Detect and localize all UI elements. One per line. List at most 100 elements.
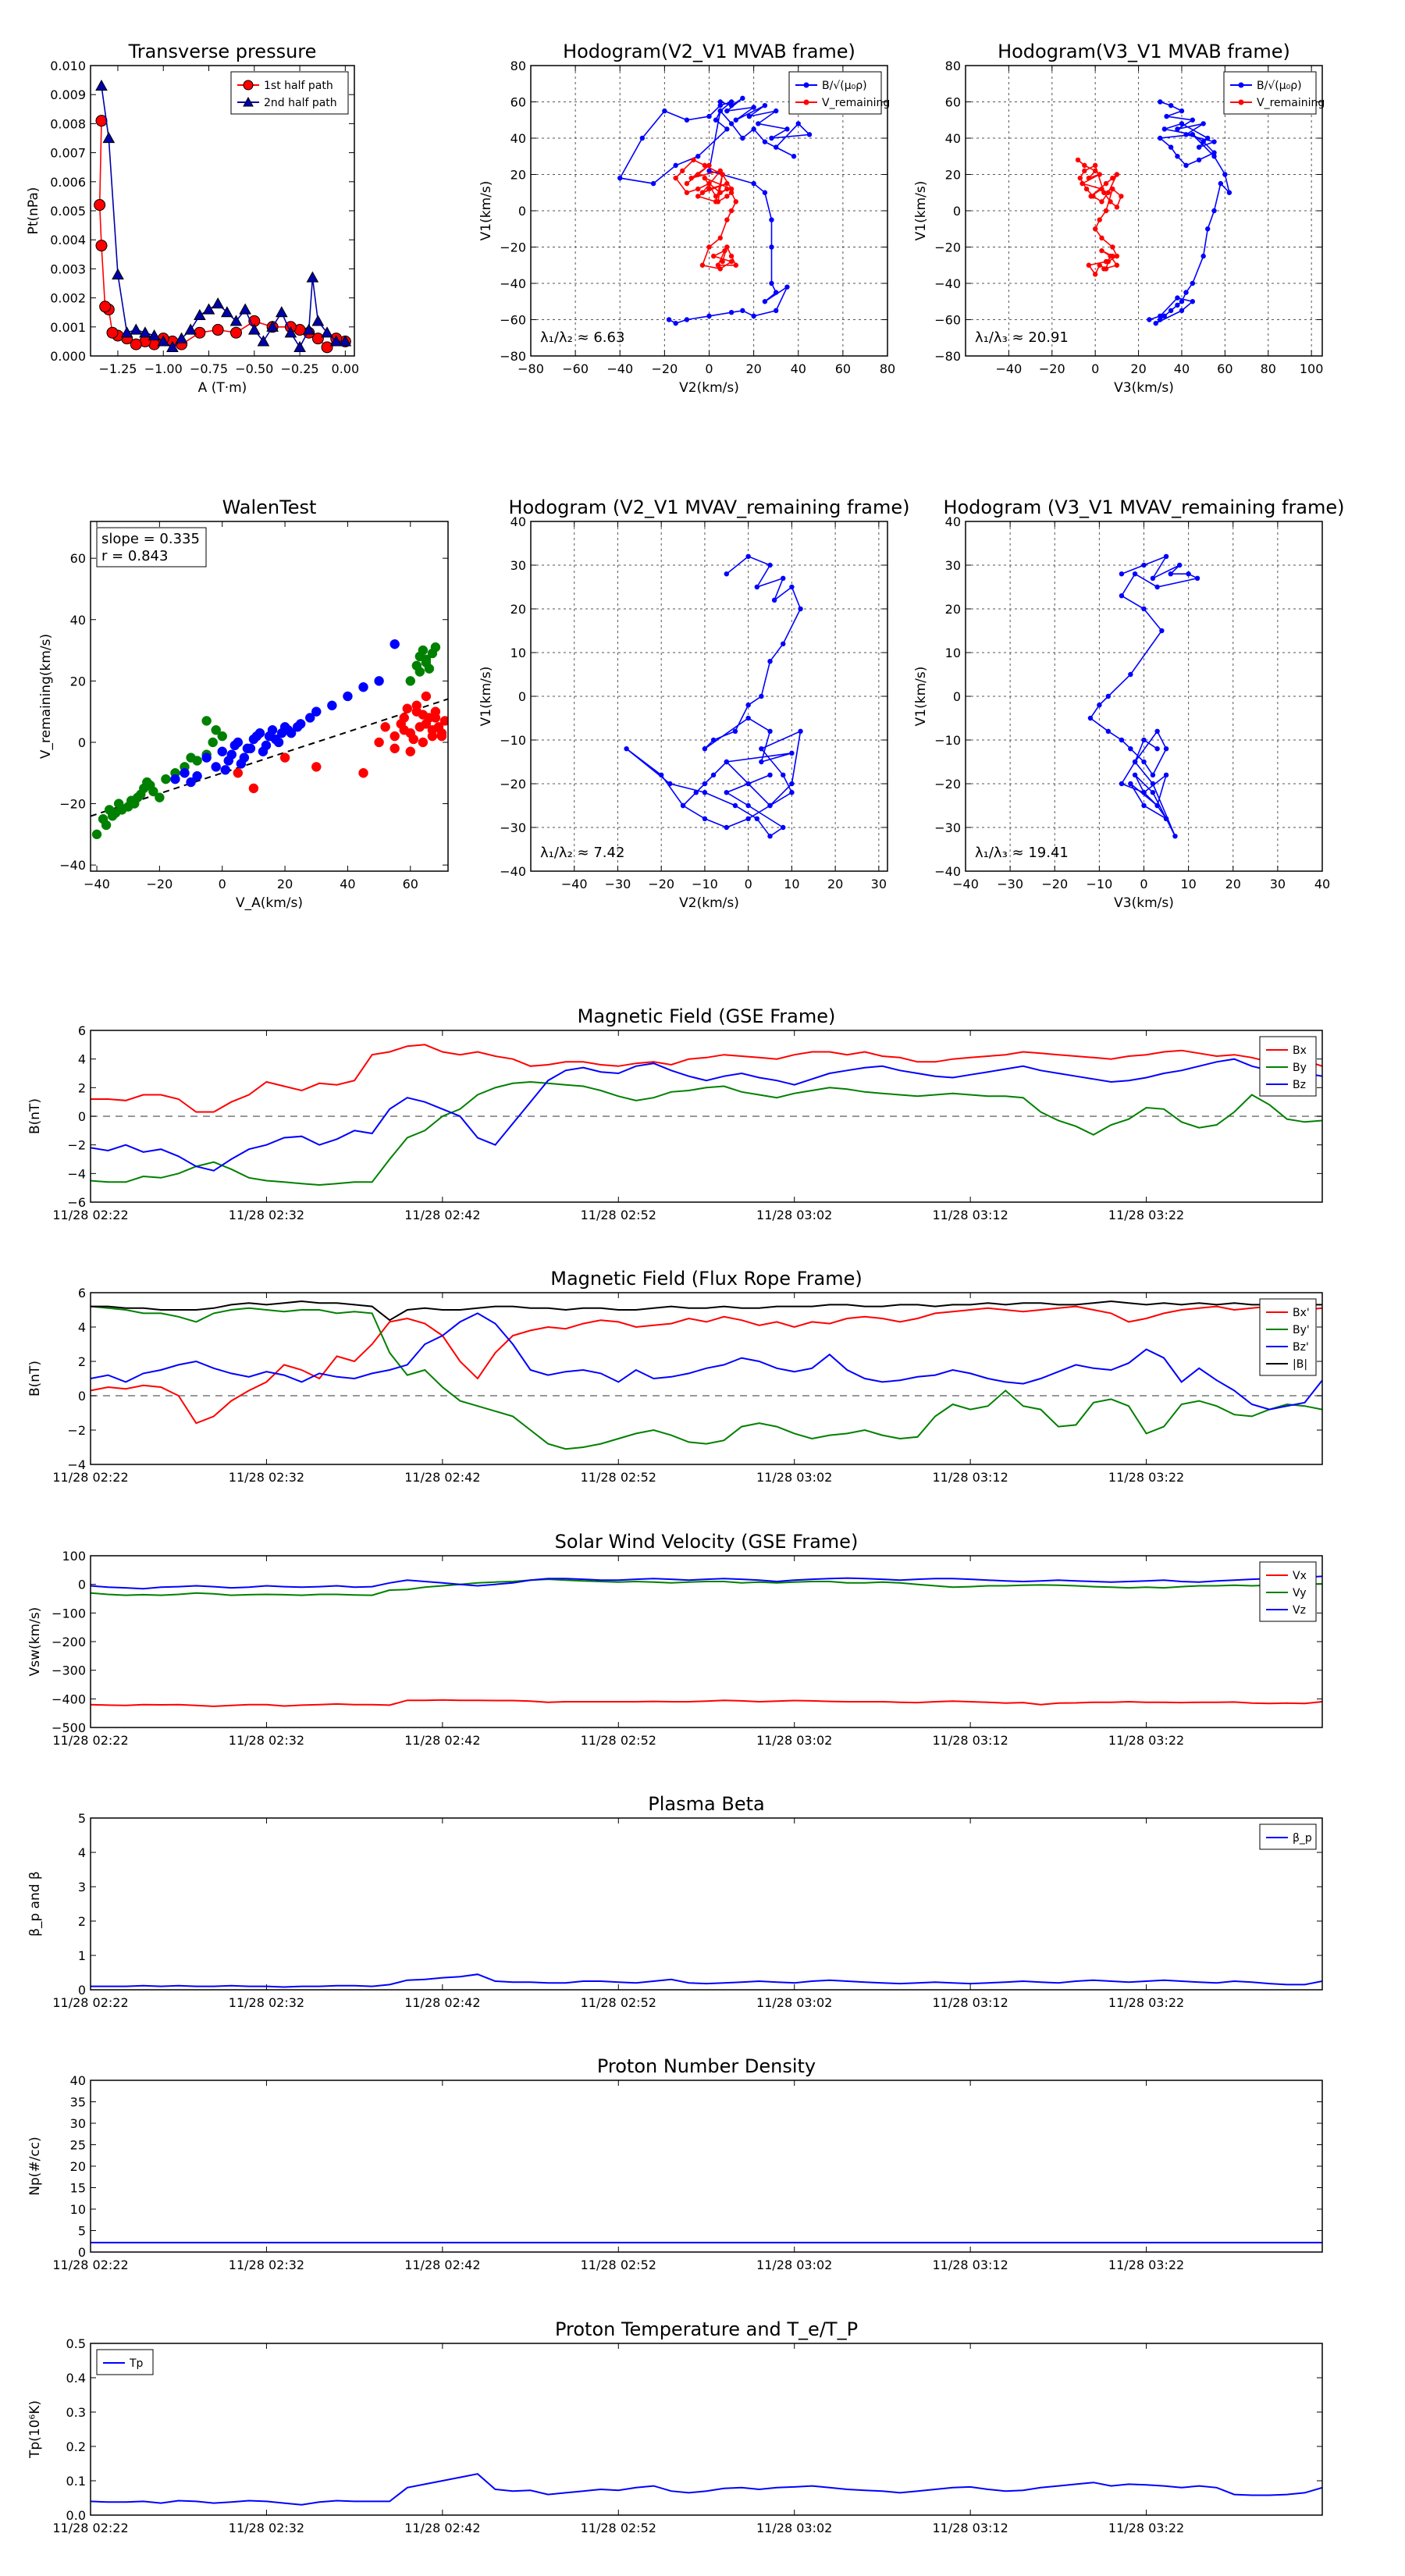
y-tick-label: −80 xyxy=(934,349,961,364)
series-line-1 xyxy=(91,1578,1322,1596)
data-point xyxy=(1211,139,1217,144)
annotation-text: λ₁/λ₂ ≈ 6.63 xyxy=(540,329,624,346)
data-point xyxy=(327,700,337,711)
y-tick-label: −400 xyxy=(52,1692,86,1706)
data-point xyxy=(1190,280,1196,286)
x-tick-label: 11/28 02:42 xyxy=(404,1470,480,1485)
data-point xyxy=(789,781,795,787)
legend: Tp xyxy=(96,2349,154,2375)
series-line-3 xyxy=(91,1300,1322,1322)
legend-label: 1st half path xyxy=(264,80,333,92)
x-tick-label: −10 xyxy=(692,877,718,891)
y-tick-label: 0 xyxy=(78,1389,86,1404)
data-point xyxy=(769,280,774,286)
chart-h3: −40 −30 −20 −10 0 10 20 30 −40 −30 −20 −10 0 10 20 30 40… xyxy=(478,496,910,911)
data-point xyxy=(720,258,725,265)
data-point xyxy=(239,753,250,763)
data-point xyxy=(1150,575,1156,581)
data-point xyxy=(728,102,735,109)
data-point xyxy=(248,783,259,794)
x-axis-label: V3(km/s) xyxy=(1114,380,1174,396)
data-point xyxy=(695,186,701,192)
data-point xyxy=(1168,308,1174,314)
data-point xyxy=(1092,162,1098,169)
y-tick-label: 40 xyxy=(70,2073,86,2088)
y-tick-label: −30 xyxy=(934,820,961,835)
data-point xyxy=(1226,190,1232,195)
data-point xyxy=(762,299,768,304)
data-point xyxy=(321,326,333,338)
legend-box xyxy=(230,71,349,115)
series-line-1 xyxy=(91,1305,1322,1450)
x-tick-label: 11/28 02:22 xyxy=(52,1733,128,1748)
x-tick-label: 60 xyxy=(835,361,851,376)
data-point xyxy=(695,194,701,199)
legend-label: 2nd half path xyxy=(264,97,337,109)
data-point xyxy=(702,162,707,169)
data-point xyxy=(769,217,774,222)
plot-area xyxy=(91,1973,1322,1988)
y-tick-label: −100 xyxy=(52,1606,86,1621)
y-tick-label: 0.002 xyxy=(50,291,86,306)
data-point xyxy=(751,313,756,319)
data-point xyxy=(329,335,343,347)
y-tick-label: 10 xyxy=(70,2202,86,2217)
y-tick-label: 0.1 xyxy=(66,2474,86,2489)
data-point xyxy=(1119,571,1125,577)
data-point xyxy=(769,135,774,141)
data-point xyxy=(728,121,735,126)
x-tick-label: 11/28 03:22 xyxy=(1108,2521,1184,2535)
x-tick-label: 11/28 02:32 xyxy=(229,1733,304,1748)
data-point xyxy=(1190,117,1196,123)
data-point xyxy=(724,571,729,577)
data-point xyxy=(1075,157,1081,163)
data-point xyxy=(170,774,180,785)
y-tick-label: 10 xyxy=(510,646,526,660)
data-point xyxy=(762,190,768,195)
data-point xyxy=(418,710,429,720)
data-point xyxy=(220,306,233,318)
annotation-box xyxy=(96,527,207,568)
data-point xyxy=(710,737,717,743)
x-axis-label: V2(km/s) xyxy=(679,380,739,396)
data-point xyxy=(754,584,760,590)
x-tick-label: 11/28 02:52 xyxy=(581,1733,656,1748)
data-point xyxy=(1186,571,1191,577)
x-tick-label: −40 xyxy=(84,877,110,891)
data-point xyxy=(180,767,190,778)
x-tick-label: −20 xyxy=(651,361,678,376)
data-point xyxy=(756,121,761,126)
data-point xyxy=(202,303,215,315)
legend-label: Bz xyxy=(1293,1079,1306,1091)
data-point xyxy=(1105,693,1112,699)
data-point xyxy=(769,244,774,250)
data-point xyxy=(784,284,790,290)
data-point xyxy=(745,781,751,787)
y-tick-label: −40 xyxy=(500,276,526,291)
y-tick-label: 2 xyxy=(78,1354,86,1369)
data-point xyxy=(1114,205,1120,210)
data-point xyxy=(706,244,712,250)
series-line-0 xyxy=(91,1044,1322,1113)
data-point xyxy=(617,175,623,181)
data-point xyxy=(106,326,119,339)
data-point xyxy=(699,262,706,268)
data-point xyxy=(724,217,730,222)
data-point xyxy=(1097,172,1102,177)
data-point xyxy=(374,737,384,748)
series-line-0 xyxy=(1149,101,1231,324)
data-point xyxy=(745,816,751,822)
y-tick-label: −40 xyxy=(934,276,961,291)
plot-area xyxy=(1075,99,1232,326)
x-tick-label: 11/28 02:32 xyxy=(229,1470,304,1485)
y-tick-label: 30 xyxy=(70,2116,86,2131)
data-point xyxy=(101,820,112,831)
data-point xyxy=(724,790,729,795)
data-point xyxy=(767,772,773,777)
y-tick-label: −40 xyxy=(934,864,961,879)
data-point xyxy=(1082,162,1087,169)
axes-frame xyxy=(530,521,888,872)
y-axis-label: V1(km/s) xyxy=(913,181,929,241)
data-point xyxy=(684,180,690,187)
